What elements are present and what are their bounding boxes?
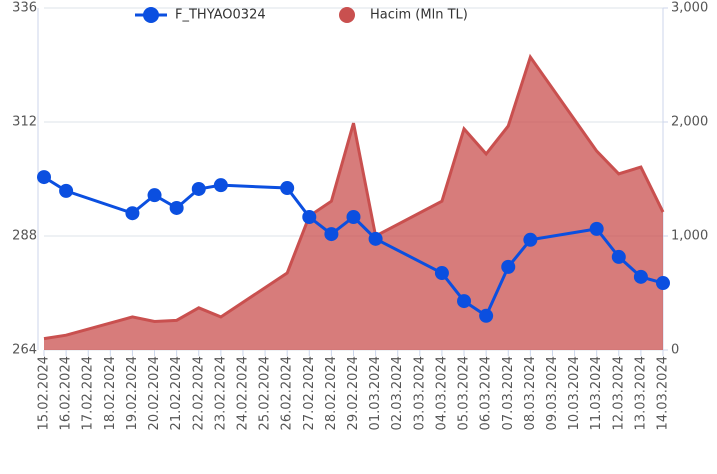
x-tick-label: 04.03.2024 <box>434 356 449 430</box>
legend-label: F_THYAO0324 <box>175 8 266 23</box>
legend-symbol <box>339 7 355 23</box>
x-tick-label: 24.02.2024 <box>235 356 250 430</box>
price-point <box>346 210 361 224</box>
x-tick-label: 16.02.2024 <box>59 356 74 430</box>
volume-area <box>44 57 663 351</box>
legend-label: Hacim (Mln TL) <box>370 8 468 23</box>
x-tick-label: 06.03.2024 <box>479 356 494 430</box>
y2-tick-label: 2,000 <box>671 115 708 130</box>
x-tick-label: 28.02.2024 <box>324 356 339 430</box>
x-tick-label: 13.03.2024 <box>633 356 648 430</box>
x-tick-label: 09.03.2024 <box>545 356 560 430</box>
x-tick-label: 26.02.2024 <box>280 356 295 430</box>
x-tick-label: 29.02.2024 <box>346 356 361 430</box>
x-tick-label: 05.03.2024 <box>457 356 472 430</box>
x-tick-label: 17.02.2024 <box>81 356 96 430</box>
x-tick-label: 21.02.2024 <box>169 356 184 430</box>
price-point <box>324 227 339 242</box>
price-point <box>37 170 51 185</box>
price-point <box>457 294 472 309</box>
y-tick-label: 336 <box>12 1 37 16</box>
x-tick-label: 11.03.2024 <box>589 356 604 430</box>
y-tick-label: 288 <box>12 229 37 244</box>
price-point <box>434 266 449 281</box>
x-tick-label: 27.02.2024 <box>302 356 317 430</box>
y-tick-label: 264 <box>12 343 37 358</box>
x-tick-label: 07.03.2024 <box>501 356 516 430</box>
price-point <box>213 178 228 193</box>
x-tick-label: 18.02.2024 <box>103 356 118 430</box>
y2-tick-label: 3,000 <box>671 1 708 16</box>
price-point <box>302 210 317 224</box>
x-tick-label: 02.03.2024 <box>390 356 405 430</box>
y-tick-label: 312 <box>12 115 37 130</box>
x-tick-label: 14.03.2024 <box>656 356 671 430</box>
price-point <box>501 259 516 274</box>
x-tick-label: 08.03.2024 <box>523 356 538 430</box>
price-point <box>280 181 295 196</box>
y2-tick-label: 1,000 <box>671 229 708 244</box>
legend-symbol <box>143 7 159 23</box>
price-point <box>59 183 74 198</box>
price-point <box>479 308 494 323</box>
x-tick-label: 19.02.2024 <box>125 356 140 430</box>
x-tick-label: 03.03.2024 <box>412 356 427 430</box>
price-point <box>589 221 604 236</box>
price-point <box>656 276 670 291</box>
x-tick-label: 15.02.2024 <box>37 356 52 430</box>
volume-line <box>43 53 665 341</box>
price-point <box>633 269 648 284</box>
x-tick-label: 10.03.2024 <box>567 356 582 430</box>
price-point <box>147 188 162 203</box>
y2-tick-label: 0 <box>671 343 679 358</box>
x-tick-label: 23.02.2024 <box>213 356 228 430</box>
x-tick-label: 22.02.2024 <box>191 356 206 430</box>
price-point <box>611 249 626 264</box>
price-point <box>523 232 538 247</box>
x-tick-label: 12.03.2024 <box>611 356 626 430</box>
price-point <box>169 200 184 215</box>
price-point <box>125 206 140 221</box>
price-point <box>368 231 383 246</box>
x-tick-label: 01.03.2024 <box>368 356 383 430</box>
x-tick-label: 20.02.2024 <box>147 356 162 430</box>
x-tick-label: 25.02.2024 <box>258 356 273 430</box>
price-point <box>191 181 206 196</box>
